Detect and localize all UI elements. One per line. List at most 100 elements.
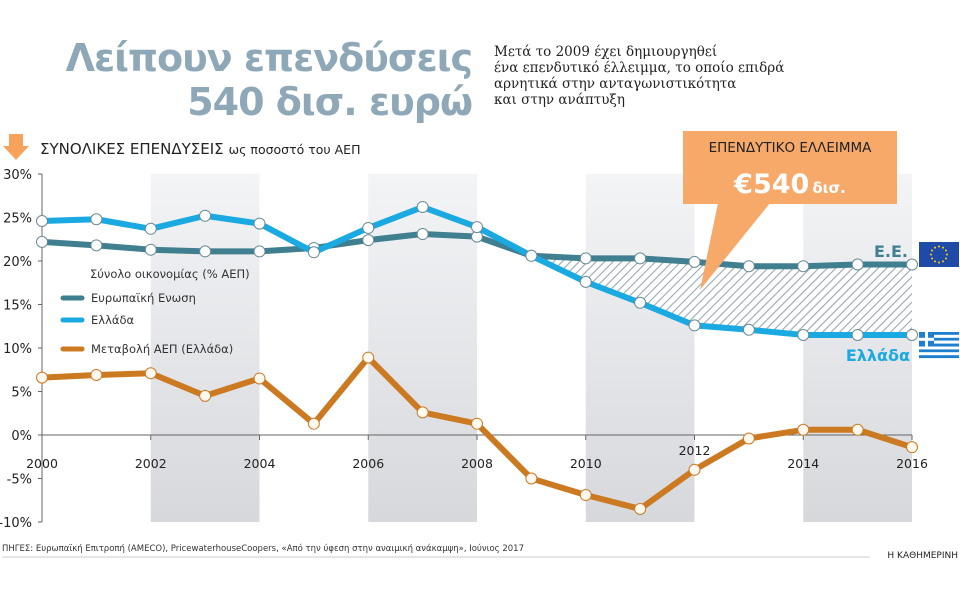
flag-stripe <box>919 332 959 335</box>
greece-gdp-change-point <box>906 441 918 454</box>
greece-gdp-change-point <box>253 372 266 385</box>
flag-star <box>944 249 947 252</box>
eu-investment-point <box>634 252 647 265</box>
eu-investment-point <box>144 243 157 256</box>
greece-investment-point <box>416 201 429 214</box>
legend-title: Σύνολο οικονομίας (% ΑΕΠ) <box>90 267 250 281</box>
shaded-band <box>803 174 912 522</box>
greece-gdp-change-point <box>416 406 429 419</box>
flag-star <box>938 261 940 264</box>
eu-investment-point <box>579 252 592 265</box>
greece-gdp-change-point <box>851 423 864 436</box>
subtitle-line: ένα επενδυτικό έλλειμμα, το οποίο επιδρά <box>494 60 785 76</box>
greece-gdp-change-point <box>525 472 538 485</box>
eu-flag-icon <box>919 242 959 267</box>
greece-investment-point <box>199 209 212 222</box>
eu-investment-point <box>199 245 212 258</box>
legend: Σύνολο οικονομίας (% ΑΕΠ) Ευρωπαϊκή Ενωσ… <box>60 267 250 356</box>
greece-gdp-change-point <box>742 432 755 445</box>
y-tick-label: 25% <box>3 212 32 227</box>
eu-investment-point <box>742 260 755 273</box>
greece-gdp-change-point <box>307 417 320 430</box>
headline-line-2: 540 δισ. ευρώ <box>187 80 473 124</box>
greece-gdp-change-point <box>797 423 810 436</box>
legend-label-greece: Ελλάδα <box>91 313 134 327</box>
flag-stripe <box>919 340 959 344</box>
subtitle-line: και στην ανάπτυξη <box>494 92 625 108</box>
legend-label-eu: Ευρωπαϊκή Ενωση <box>91 291 196 305</box>
subtitle-line: Μετά το 2009 έχει δημιουργηθεί <box>494 44 718 60</box>
greece-gdp-change-point <box>362 351 375 364</box>
greece-gdp-change-point <box>90 368 103 381</box>
shaded-band <box>585 174 695 522</box>
eu-end-label: Ε.Ε. <box>874 242 908 261</box>
headline: Λείπουν επενδύσεις 540 δισ. ευρώ <box>65 36 473 124</box>
flag-stripe <box>919 349 959 353</box>
x-tick-label: 2006 <box>352 456 384 471</box>
greece-investment-point <box>471 221 483 234</box>
source-note: ΠΗΓΕΣ: Ευρωπαϊκή Επιτροπή (AMECO), Price… <box>2 543 524 554</box>
greece-investment-point <box>579 275 592 288</box>
eu-investment-point <box>851 258 864 271</box>
flag-star <box>934 260 936 263</box>
y-tick-label: 15% <box>3 299 32 314</box>
flag-star <box>944 257 947 260</box>
greece-investment-point <box>90 213 103 226</box>
x-tick-label: 2002 <box>135 456 167 471</box>
greece-investment-point <box>906 328 918 341</box>
callout-amount: €540 δισ. <box>733 169 846 200</box>
greece-gdp-change-point <box>471 417 483 430</box>
investment-gap-callout: ΕΠΕΝΔΥΤΙΚΟ ΕΛΛΕΙΜΜΑ €540 δισ. <box>683 131 897 290</box>
x-tick-label: 2004 <box>244 456 276 471</box>
y-tick-label: -5% <box>7 473 32 488</box>
eu-investment-point <box>797 260 810 273</box>
greece-gdp-change-point <box>688 463 701 476</box>
flag-star <box>938 245 940 248</box>
eu-investment-point <box>362 234 375 247</box>
legend-label-gdp: Μεταβολή ΑΕΠ (Ελλάδα) <box>91 342 233 356</box>
greece-end-label: Ελλάδα <box>846 346 910 365</box>
greece-investment-point <box>797 328 810 341</box>
y-tick-label: 5% <box>11 386 32 401</box>
eu-investment-point <box>416 228 429 241</box>
callout-title: ΕΠΕΝΔΥΤΙΚΟ ΕΛΛΕΙΜΜΑ <box>709 140 873 156</box>
x-tick-label: 2016 <box>896 456 928 471</box>
chart-title: ΣΥΝΟΛΙΚΕΣ ΕΠΕΝΔΥΣΕΙΣ ως ποσοστό του ΑΕΠ <box>40 140 360 158</box>
x-tick-label: 2000 <box>26 456 58 471</box>
greece-investment-point <box>144 222 157 235</box>
headline-line-1: Λείπουν επενδύσεις <box>65 36 473 80</box>
x-tick-label: 2014 <box>787 456 819 471</box>
y-tick-label: 20% <box>3 255 32 270</box>
y-tick-label: 30% <box>3 168 32 183</box>
flag-stripe <box>919 355 959 359</box>
greece-investment-point <box>688 319 701 332</box>
x-tick-label: 2010 <box>570 456 602 471</box>
subtitle-line: αρνητικά στην ανταγωνιστικότητα <box>494 76 737 92</box>
flag-star <box>930 253 932 256</box>
greece-investment-point <box>742 323 755 336</box>
flag-star <box>942 246 944 249</box>
y-tick-label: 0% <box>11 429 32 444</box>
flag-cross <box>919 337 934 341</box>
brand-logo: Η ΚΑΘΗΜΕΡΙΝΗ <box>887 551 958 561</box>
flag-stripe <box>919 334 959 338</box>
down-arrow-icon <box>3 134 29 160</box>
greece-gdp-change-point <box>634 502 647 515</box>
flag-stripe <box>919 343 959 347</box>
y-tick-label: -10% <box>0 516 32 531</box>
greece-gdp-change-point <box>144 367 157 380</box>
greece-investment-point <box>307 246 320 259</box>
investment-gap-area <box>531 255 912 335</box>
greece-investment-point <box>634 296 647 309</box>
y-tick-label: 10% <box>3 342 32 357</box>
greece-investment-point <box>36 214 48 227</box>
shaded-band <box>150 174 260 522</box>
eu-investment-point <box>688 255 701 268</box>
flag-star <box>934 246 936 249</box>
flag-star <box>942 260 944 263</box>
flag-stripe <box>919 346 959 350</box>
greece-flag-icon <box>919 332 959 359</box>
greece-investment-point <box>525 249 538 262</box>
x-tick-label: 2012 <box>679 443 711 458</box>
